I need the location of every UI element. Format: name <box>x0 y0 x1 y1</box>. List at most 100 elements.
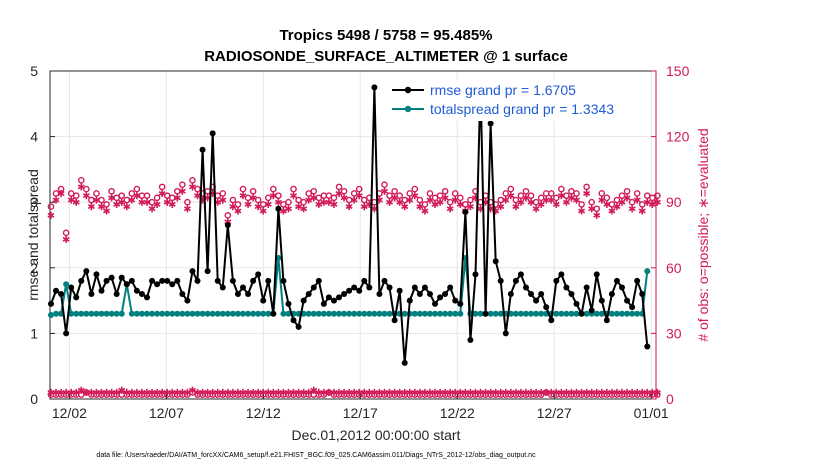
obs-evaluated-stroke <box>108 195 116 201</box>
obs-possible-marker <box>406 190 414 197</box>
obs-bottom-evaluated-marker <box>653 388 661 397</box>
rmse-point <box>406 297 413 304</box>
obs-evaluated-marker <box>618 198 626 206</box>
obs-evaluated-stroke <box>254 204 262 210</box>
y-left-tick-label: 5 <box>30 63 38 79</box>
rmse-point <box>229 277 236 284</box>
obs-evaluated-stroke <box>436 199 444 205</box>
obs-evaluated-marker <box>153 200 161 208</box>
obs-possible-marker <box>285 198 292 206</box>
obs-evaluated-marker <box>92 196 100 204</box>
obs-evaluated-stroke <box>451 197 459 203</box>
obs-evaluated-marker <box>598 196 606 204</box>
obs-possible-marker <box>391 187 398 195</box>
rmse-point <box>63 330 70 337</box>
spread-point <box>234 310 241 317</box>
obs-evaluated-stroke <box>229 204 237 210</box>
obs-possible-marker <box>381 181 388 189</box>
obs-evaluated-stroke <box>234 208 242 214</box>
spread-point <box>568 310 575 317</box>
rmse-point <box>437 294 444 301</box>
obs-evaluated-marker <box>502 196 510 204</box>
rmse-point <box>239 284 246 291</box>
obs-possible-marker <box>88 196 95 204</box>
x-axis: 12/02 12/07 12/12 12/17 12/22 12/27 01/01 <box>52 394 669 421</box>
x-tick-label: 12/07 <box>149 405 184 421</box>
obs-evaluated-stroke <box>77 387 85 393</box>
rmse-point <box>361 277 368 284</box>
rmse-point <box>315 277 322 284</box>
spread-point <box>245 310 252 317</box>
obs-evaluated-marker <box>497 202 505 211</box>
spread-point <box>426 310 433 317</box>
rmse-point <box>588 307 595 314</box>
obs-possible-marker <box>179 181 186 189</box>
obs-evaluated-stroke <box>87 204 95 210</box>
rmse-point <box>512 277 519 284</box>
rmse-point <box>300 297 307 304</box>
obs-evaluated-marker <box>552 200 560 208</box>
obs-evaluated-marker <box>380 187 388 195</box>
rmse-point <box>538 291 545 298</box>
obs-evaluated-marker <box>633 196 641 204</box>
obs-possible-marker <box>416 196 424 204</box>
obs-evaluated-stroke <box>173 195 181 201</box>
obs-evaluated-stroke <box>128 197 136 203</box>
obs-evaluated-marker <box>259 207 267 215</box>
spread-point <box>280 310 287 317</box>
obs-evaluated-stroke <box>98 204 106 210</box>
obs-possible-marker <box>340 187 348 195</box>
obs-evaluated-stroke <box>406 197 414 203</box>
obs-evaluated-stroke <box>168 201 176 207</box>
spread-point <box>320 310 327 317</box>
obs-evaluated-stroke <box>52 197 60 203</box>
rmse-point <box>199 146 206 153</box>
spread-point <box>78 310 85 317</box>
obs-evaluated-stroke <box>633 197 641 203</box>
obs-possible-marker <box>386 192 393 199</box>
obs-evaluated-marker <box>47 211 55 219</box>
rmse-point <box>98 287 105 294</box>
obs-evaluated-marker <box>522 194 530 202</box>
obs-evaluated-stroke <box>527 199 535 205</box>
obs-evaluated-stroke <box>194 193 202 199</box>
obs-evaluated-marker <box>421 207 429 215</box>
x-tick-label: 12/27 <box>537 405 572 421</box>
rmse-point <box>204 268 211 275</box>
rmse-point <box>270 310 277 317</box>
obs-evaluated-marker <box>628 205 636 213</box>
rmse-point <box>411 284 418 291</box>
spread-point <box>558 310 565 317</box>
obs-evaluated-stroke <box>426 197 434 203</box>
obs-evaluated-marker <box>219 196 227 204</box>
rmse-point <box>305 291 312 298</box>
obs-evaluated-marker <box>300 205 308 213</box>
spread-point <box>103 310 110 317</box>
obs-evaluated-stroke <box>295 204 303 210</box>
obs-evaluated-marker <box>239 192 247 200</box>
x-tick-label: 12/17 <box>343 405 378 421</box>
obs-evaluated-marker <box>426 196 434 204</box>
rmse-point <box>533 297 540 304</box>
obs-evaluated-marker <box>62 235 70 243</box>
obs-possible-marker <box>128 190 136 197</box>
obs-possible-marker <box>583 183 590 191</box>
obs-possible-marker <box>335 183 343 191</box>
obs-possible-marker <box>153 194 161 202</box>
rmse-point <box>103 277 110 284</box>
rmse-point <box>275 205 282 212</box>
obs-possible-marker <box>224 212 232 219</box>
rmse-point <box>421 284 428 291</box>
obs-evaluated-stroke <box>47 212 55 218</box>
spread-point <box>629 310 636 317</box>
rmse-point <box>573 300 580 307</box>
spread-point <box>113 310 120 317</box>
obs-evaluated-stroke <box>148 206 156 212</box>
rmse-point <box>578 310 585 317</box>
obs-evaluated-marker <box>608 207 616 215</box>
rmse-point <box>396 287 403 294</box>
spread-point <box>260 310 267 317</box>
obs-evaluated-stroke <box>380 188 388 194</box>
obs-evaluated-marker <box>103 207 111 215</box>
obs-evaluated-marker <box>391 194 399 202</box>
